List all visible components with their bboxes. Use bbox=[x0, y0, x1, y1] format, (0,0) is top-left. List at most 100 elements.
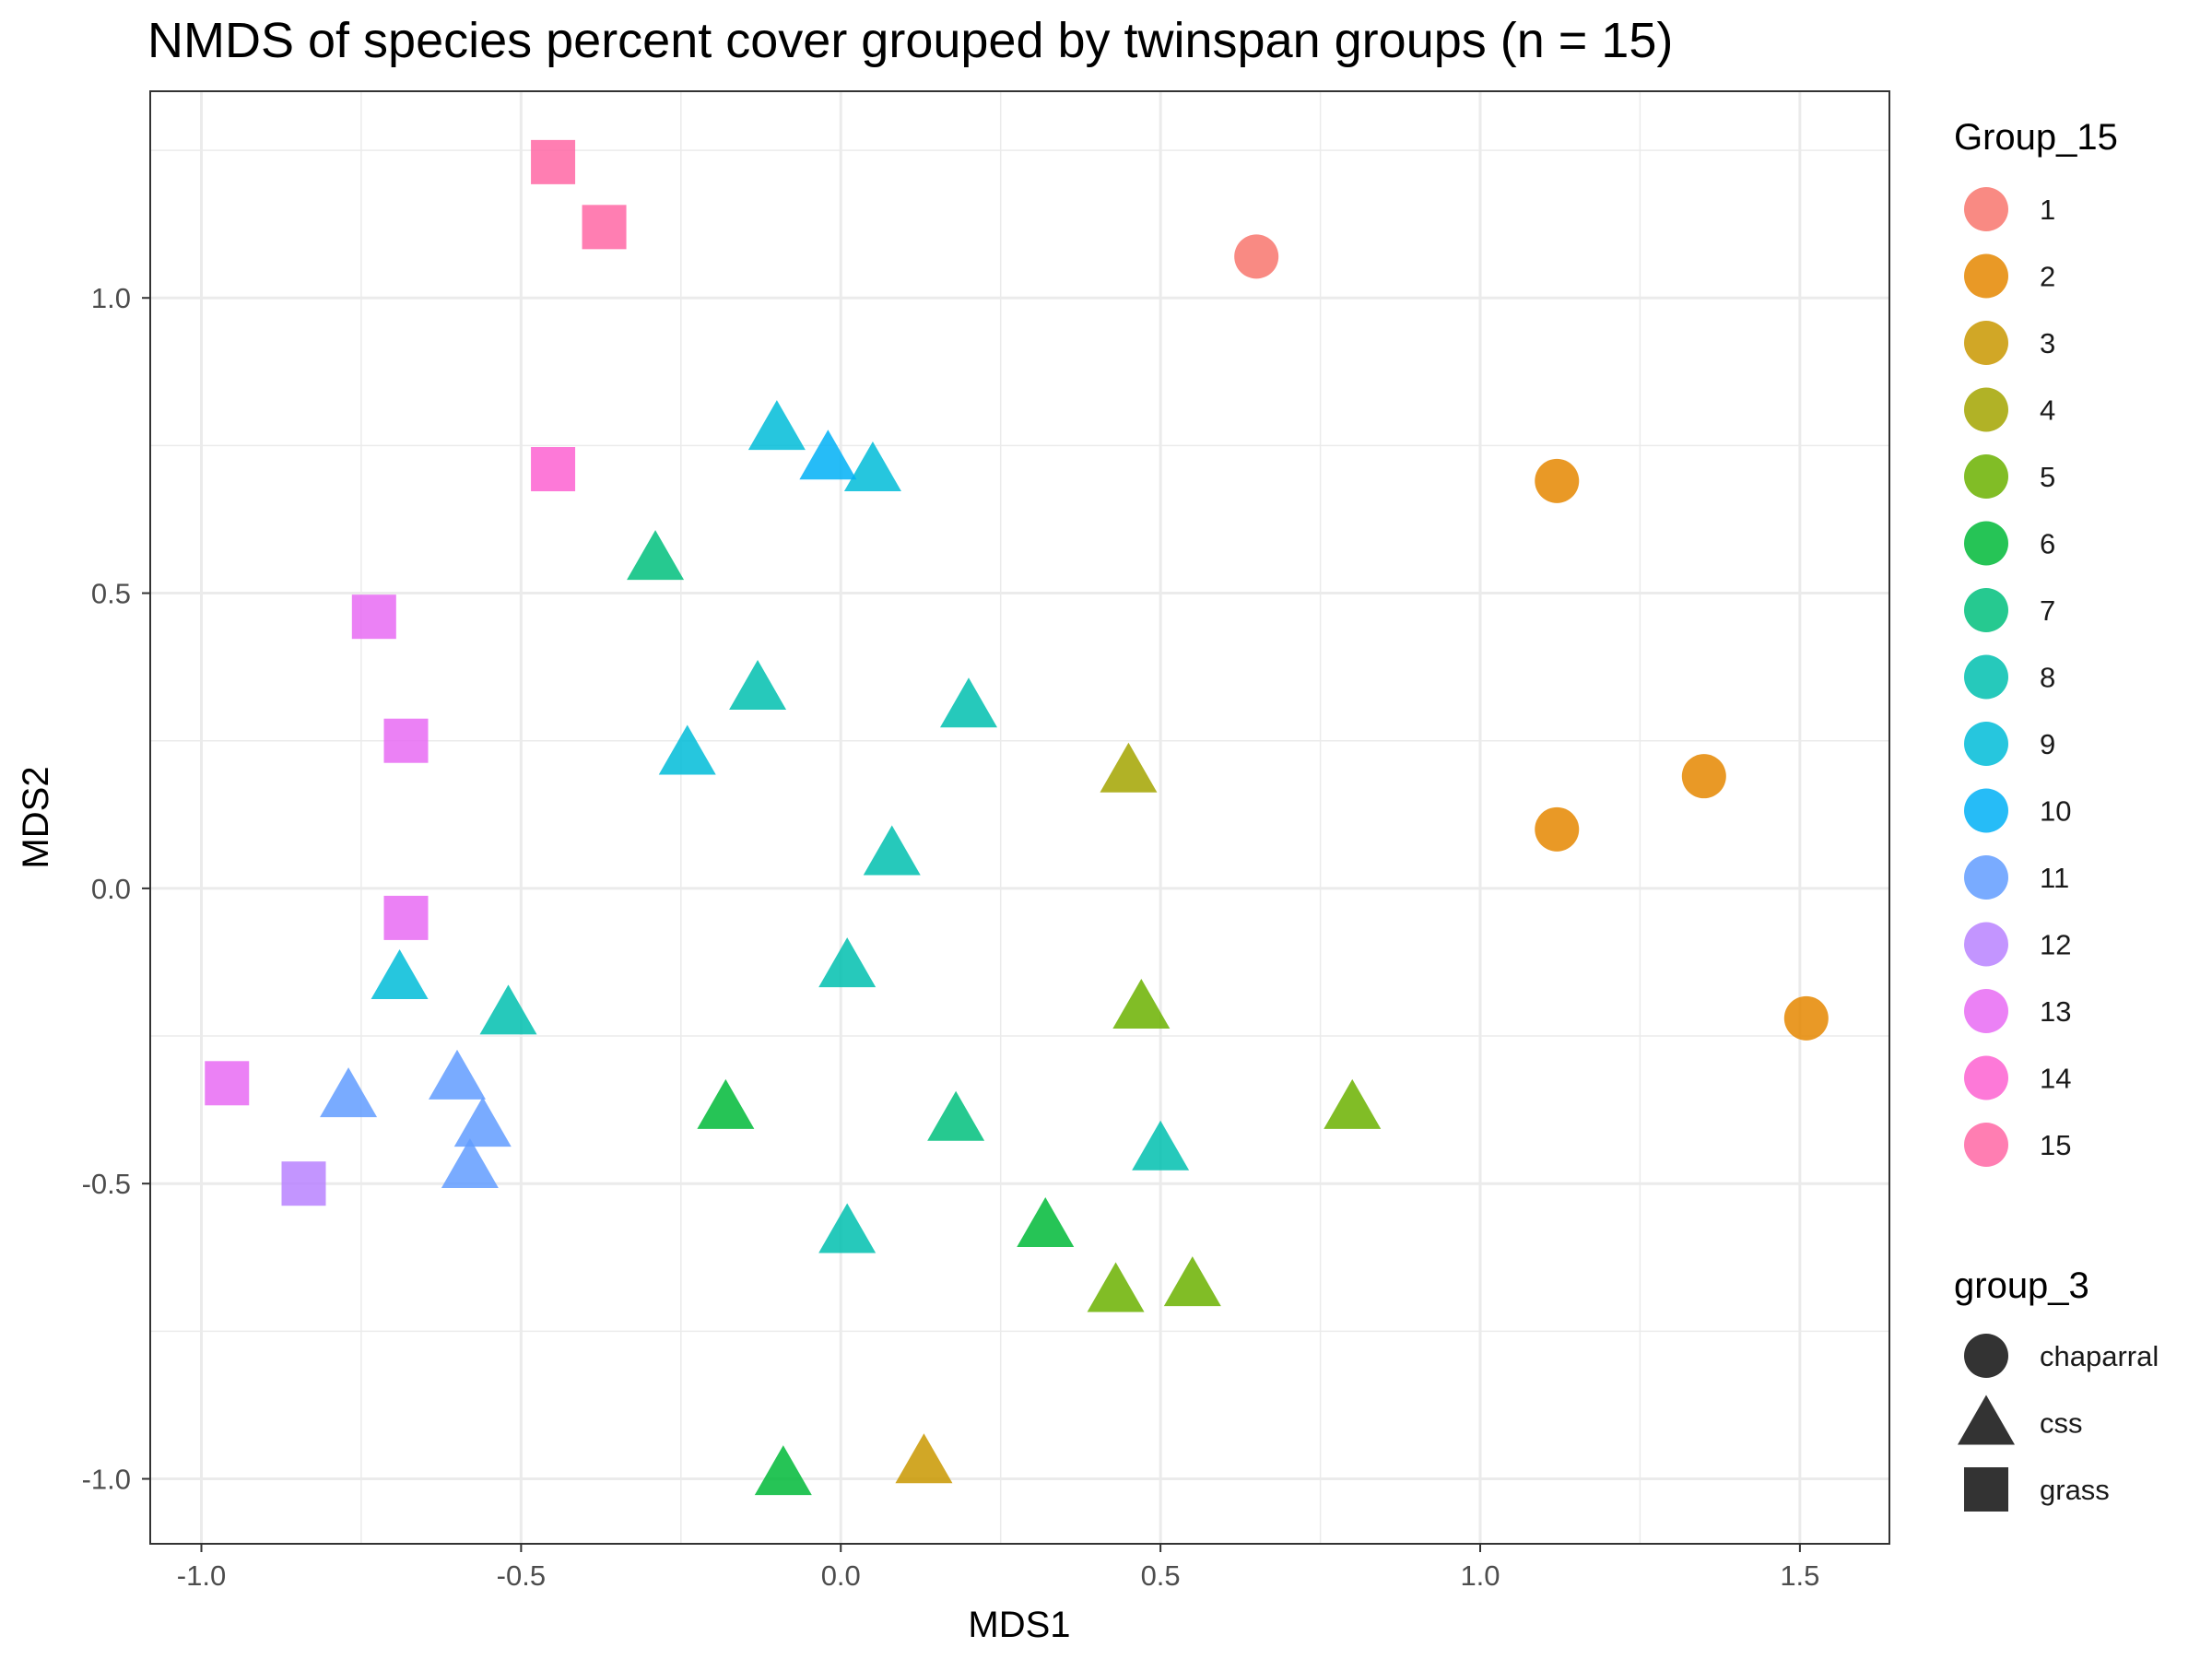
x-tick-label: 0.0 bbox=[821, 1559, 861, 1592]
data-point-square bbox=[383, 895, 429, 940]
data-point-triangle bbox=[1087, 1262, 1145, 1312]
legend-label-group-13: 13 bbox=[2040, 995, 2071, 1028]
major-gridlines bbox=[150, 91, 1889, 1544]
legend-label-group-14: 14 bbox=[2040, 1063, 2071, 1095]
data-point-triangle bbox=[479, 984, 537, 1035]
data-point-triangle bbox=[754, 1445, 812, 1496]
data-point-triangle bbox=[320, 1067, 378, 1118]
data-point-triangle bbox=[940, 677, 997, 728]
data-point-triangle bbox=[429, 1049, 486, 1100]
data-point-triangle bbox=[441, 1137, 499, 1188]
data-point-circle bbox=[1535, 458, 1580, 503]
shape-legend: group_3 chaparral css grass bbox=[1954, 1265, 2159, 1512]
x-tick-label: 1.5 bbox=[1780, 1559, 1819, 1592]
legend-key-grass bbox=[1964, 1467, 2008, 1512]
legend-key-group-15 bbox=[1964, 1123, 2008, 1167]
legend-label-group-9: 9 bbox=[2040, 728, 2055, 760]
legend-key-group-4 bbox=[1964, 387, 2008, 432]
legend-key-group-6 bbox=[1964, 521, 2008, 566]
color-legend-title: Group_15 bbox=[1954, 117, 2118, 158]
legend-key-group-9 bbox=[1964, 722, 2008, 766]
data-point-triangle bbox=[1163, 1256, 1221, 1307]
data-point-triangle bbox=[1132, 1120, 1190, 1171]
legend-label-group-1: 1 bbox=[2040, 194, 2055, 226]
legend-key-group-7 bbox=[1964, 588, 2008, 632]
data-point-square bbox=[383, 718, 429, 763]
legend-key-group-13 bbox=[1964, 989, 2008, 1033]
plot-panel bbox=[149, 90, 1890, 1545]
y-axis-title: MDS2 bbox=[16, 766, 56, 868]
data-point-square bbox=[582, 205, 627, 250]
legend-label-css: css bbox=[2040, 1407, 2083, 1440]
data-point-triangle bbox=[799, 429, 857, 480]
data-point-triangle bbox=[843, 441, 901, 492]
data-point-triangle bbox=[697, 1078, 755, 1129]
data-point-circle bbox=[1681, 754, 1726, 799]
shape-legend-title: group_3 bbox=[1954, 1265, 2089, 1306]
x-axis: -1.0 -0.5 0.0 0.5 1.0 1.5 bbox=[177, 1544, 1819, 1592]
minor-gridlines bbox=[150, 91, 1889, 1544]
x-axis-title: MDS1 bbox=[968, 1605, 1070, 1645]
legend-label-group-10: 10 bbox=[2040, 795, 2071, 828]
legend-key-group-2 bbox=[1964, 253, 2008, 299]
legend-label-group-5: 5 bbox=[2040, 461, 2055, 493]
y-tick-label: 0.5 bbox=[91, 578, 131, 610]
data-point-triangle bbox=[1324, 1078, 1382, 1129]
legend-key-group-1 bbox=[1964, 187, 2008, 231]
data-point-triangle bbox=[371, 948, 429, 999]
data-point-triangle bbox=[895, 1433, 953, 1484]
data-point-triangle bbox=[1017, 1197, 1075, 1248]
y-tick-label: 1.0 bbox=[91, 282, 131, 314]
data-points bbox=[205, 139, 1829, 1496]
panel-border bbox=[149, 90, 1890, 1545]
data-point-triangle bbox=[927, 1090, 985, 1141]
data-point-triangle bbox=[747, 400, 806, 451]
legend-label-group-11: 11 bbox=[2040, 862, 2069, 894]
legend-label-group-2: 2 bbox=[2040, 261, 2055, 293]
data-point-triangle bbox=[627, 530, 685, 581]
data-point-square bbox=[531, 139, 576, 184]
legend-key-group-8 bbox=[1964, 654, 2008, 700]
legend-key-css bbox=[1958, 1394, 2015, 1445]
y-axis: -1.0 -0.5 0.0 0.5 1.0 bbox=[82, 282, 150, 1496]
legend-key-group-10 bbox=[1964, 788, 2008, 833]
x-tick-label: 1.0 bbox=[1460, 1559, 1500, 1592]
x-tick-label: -1.0 bbox=[177, 1559, 226, 1592]
legend-label-grass: grass bbox=[2040, 1474, 2110, 1506]
data-point-square bbox=[281, 1161, 326, 1206]
legend-key-group-5 bbox=[1964, 454, 2008, 499]
data-point-triangle bbox=[818, 1203, 877, 1253]
chart-title: NMDS of species percent cover grouped by… bbox=[147, 13, 1673, 68]
legend-label-chaparral: chaparral bbox=[2040, 1340, 2159, 1372]
legend-label-group-6: 6 bbox=[2040, 528, 2055, 560]
legend-label-group-7: 7 bbox=[2040, 594, 2055, 627]
data-point-square bbox=[351, 594, 396, 640]
data-point-circle bbox=[1234, 234, 1279, 279]
panel-background bbox=[150, 91, 1889, 1544]
x-tick-label: -0.5 bbox=[497, 1559, 546, 1592]
legend-key-chaparral bbox=[1964, 1334, 2008, 1378]
data-point-triangle bbox=[818, 937, 877, 988]
data-point-square bbox=[205, 1061, 250, 1106]
legend-label-group-8: 8 bbox=[2040, 662, 2055, 694]
data-point-triangle bbox=[453, 1097, 512, 1147]
data-point-circle bbox=[1535, 806, 1580, 852]
y-tick-label: -0.5 bbox=[82, 1168, 131, 1200]
data-point-triangle bbox=[1112, 979, 1171, 1030]
legend-key-group-3 bbox=[1964, 321, 2008, 365]
legend-label-group-12: 12 bbox=[2040, 929, 2071, 961]
legend-label-group-15: 15 bbox=[2040, 1129, 2071, 1161]
data-point-triangle bbox=[1100, 742, 1158, 793]
data-point-triangle bbox=[729, 660, 787, 711]
y-tick-label: 0.0 bbox=[91, 873, 131, 905]
legend-label-group-3: 3 bbox=[2040, 327, 2055, 359]
y-tick-label: -1.0 bbox=[82, 1464, 131, 1496]
legend-key-group-14 bbox=[1964, 1055, 2008, 1100]
data-point-circle bbox=[1783, 995, 1829, 1041]
legend-key-group-12 bbox=[1964, 922, 2008, 967]
data-point-square bbox=[531, 447, 576, 492]
legend-key-group-11 bbox=[1964, 855, 2008, 900]
x-tick-label: 0.5 bbox=[1141, 1559, 1181, 1592]
